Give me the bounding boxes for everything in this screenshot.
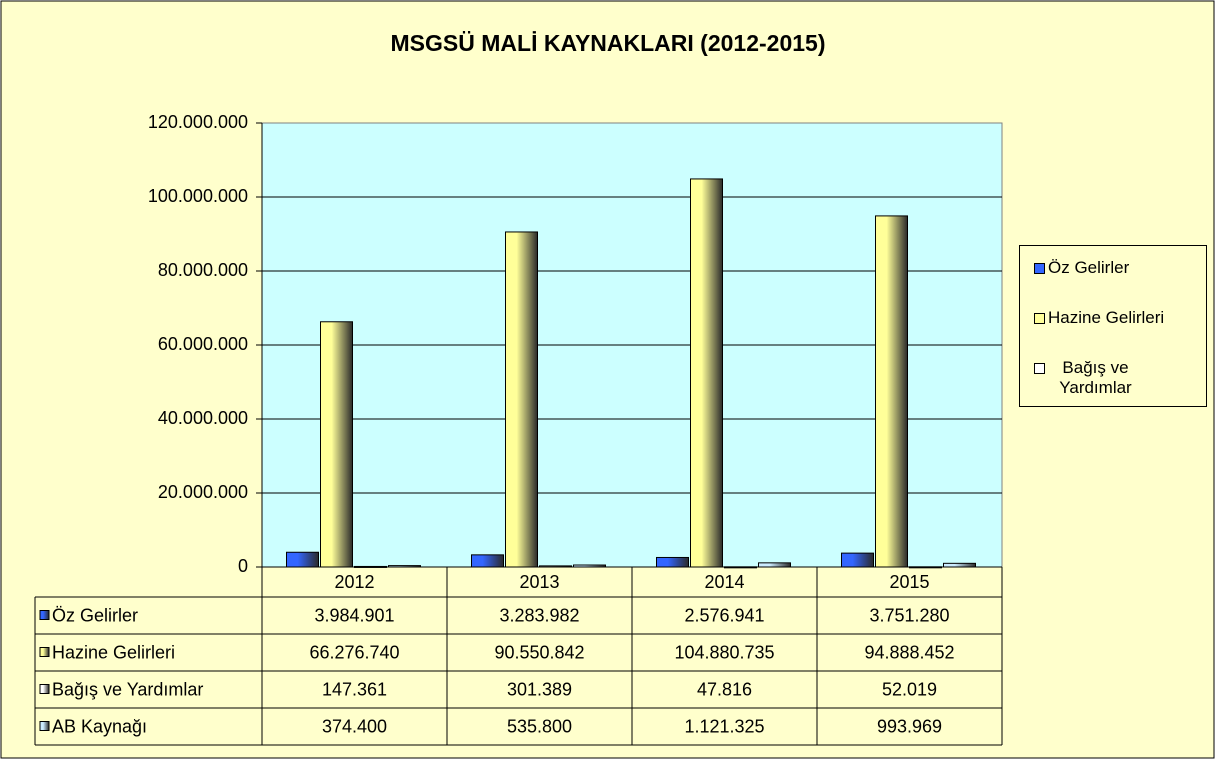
table-legend-key	[39, 721, 50, 731]
table-cell: 535.800	[507, 716, 572, 736]
y-tick-label: 40.000.000	[158, 408, 248, 428]
bar	[656, 556, 689, 568]
legend: Öz Gelirler Hazine Gelirleri Bağış ve Yard…	[1019, 245, 1207, 407]
table-row-label: Hazine Gelirleri	[52, 642, 175, 662]
table-cell: 66.276.740	[309, 642, 399, 662]
bar	[758, 562, 791, 568]
table-legend-key	[39, 610, 50, 620]
bar	[286, 551, 319, 568]
table-cell: 104.880.735	[674, 642, 774, 662]
table-cell: 52.019	[882, 679, 937, 699]
bar	[471, 554, 504, 568]
table-cell: 3.283.982	[499, 605, 579, 625]
x-tick-label: 2013	[519, 572, 559, 592]
chart-title: MSGSÜ MALİ KAYNAKLARI (2012-2015)	[391, 30, 826, 56]
table-legend-key	[39, 647, 50, 657]
y-tick-label: 120.000.000	[148, 112, 248, 132]
y-tick-label: 60.000.000	[158, 334, 248, 354]
legend-swatch	[1034, 363, 1045, 374]
bar	[841, 552, 874, 568]
bar	[943, 562, 976, 568]
legend-label: Hazine Gelirleri	[1048, 308, 1165, 327]
table-cell: 94.888.452	[864, 642, 954, 662]
table-row-label: Bağış ve Yardımlar	[52, 679, 203, 699]
bar	[690, 178, 723, 568]
table-legend-key	[39, 684, 50, 694]
x-tick-label: 2014	[704, 572, 744, 592]
legend-item: Hazine Gelirleri	[1034, 308, 1204, 328]
table-cell: 374.400	[322, 716, 387, 736]
x-tick-label: 2015	[889, 572, 929, 592]
table-cell: 3.751.280	[869, 605, 949, 625]
y-tick-label: 0	[238, 556, 248, 576]
table-cell: 2.576.941	[684, 605, 764, 625]
legend-item: Bağış ve Yardımlar	[1034, 358, 1204, 398]
table-row-label: Öz Gelirler	[52, 605, 138, 625]
y-tick-label: 20.000.000	[158, 482, 248, 502]
table-cell: 993.969	[877, 716, 942, 736]
table-cell: 301.389	[507, 679, 572, 699]
x-tick-label: 2012	[334, 572, 374, 592]
table-cell: 3.984.901	[314, 605, 394, 625]
table-row-label: AB Kaynağı	[52, 716, 147, 736]
y-tick-label: 80.000.000	[158, 260, 248, 280]
table-cell: 1.121.325	[684, 716, 764, 736]
legend-label: Öz Gelirler	[1048, 258, 1130, 277]
table-cell: 147.361	[322, 679, 387, 699]
legend-swatch	[1034, 313, 1045, 324]
y-tick-label: 100.000.000	[148, 186, 248, 206]
legend-label: Bağış ve Yardımlar	[1059, 358, 1132, 397]
bar	[875, 215, 908, 568]
bar	[505, 231, 538, 568]
legend-item: Öz Gelirler	[1034, 258, 1204, 278]
table-cell: 90.550.842	[494, 642, 584, 662]
legend-swatch	[1034, 263, 1045, 274]
table-cell: 47.816	[697, 679, 752, 699]
bar	[320, 321, 353, 568]
